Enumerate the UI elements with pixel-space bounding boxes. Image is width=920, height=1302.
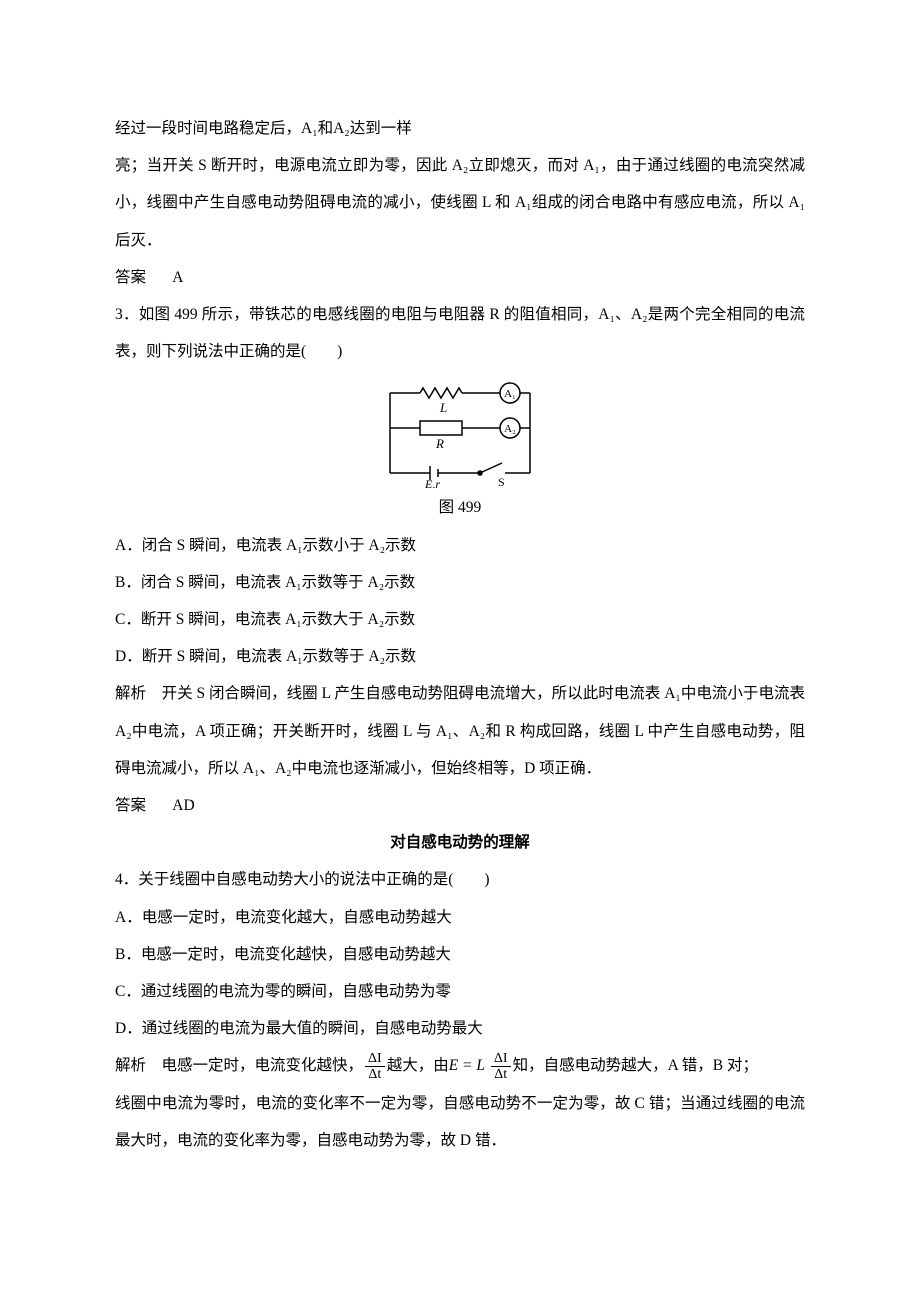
frac-num: ΔI	[491, 1051, 511, 1067]
q3-analysis: 解析 开关 S 闭合瞬间，线圈 L 产生自感电动势阻碍电流增大，所以此时电流表 …	[115, 675, 805, 787]
q4-option-C: C．通过线圈的电流为零的瞬间，自感电动势为零	[115, 973, 805, 1010]
q3-figure: L R A₁ A₂ E,r S 图 499	[115, 378, 805, 518]
answer-label: 答案	[115, 787, 169, 824]
frac-den: Δt	[491, 1067, 511, 1082]
circuit-label-L: L	[439, 400, 447, 415]
fraction-1: ΔIΔt	[365, 1051, 385, 1083]
intro-answer: 答案 A	[115, 259, 805, 296]
q4-option-D: D．通过线圈的电流为最大值的瞬间，自感电动势最大	[115, 1010, 805, 1047]
circuit-label-R: R	[435, 436, 444, 451]
intro-line2: 亮；当开关 S 断开时，电源电流立即为零，因此 A₂立即熄灭，而对 A₁，由于通…	[115, 147, 805, 259]
q3-answer: 答案 AD	[115, 787, 805, 824]
q4-eq: E = L	[449, 1057, 485, 1074]
q3-option-C: C．断开 S 瞬间，电流表 A₁示数大于 A₂示数	[115, 601, 805, 638]
q4-analysis-line2: 线圈中电流为零时，电流的变化率不一定为零，自感电动势不一定为零，故 C 错；当通…	[115, 1085, 805, 1159]
q4-stem: 4．关于线圈中自感电动势大小的说法中正确的是( )	[115, 861, 805, 898]
circuit-label-S: S	[498, 475, 505, 488]
circuit-label-A1: A₁	[504, 388, 516, 400]
fraction-2: ΔIΔt	[491, 1051, 511, 1083]
intro-line1: 经过一段时间电路稳定后，A₁和A₂达到一样	[115, 110, 805, 147]
q3-caption: 图 499	[115, 497, 805, 519]
q3-stem: 3．如图 499 所示，带铁芯的电感线圈的电阻与电阻器 R 的阻值相同，A₁、A…	[115, 296, 805, 370]
section-heading: 对自感电动势的理解	[115, 824, 805, 861]
answer-label: 答案	[115, 259, 169, 296]
circuit-label-Er: E,r	[424, 477, 440, 488]
q4-analysis-line1: 解析 电感一定时，电流变化越快，ΔIΔt越大，由E = L ΔIΔt知，自感电动…	[115, 1047, 805, 1084]
q3-option-B: B．闭合 S 瞬间，电流表 A₁示数等于 A₂示数	[115, 564, 805, 601]
q4-option-B: B．电感一定时，电流变化越快，自感电动势越大	[115, 936, 805, 973]
page: 经过一段时间电路稳定后，A₁和A₂达到一样 亮；当开关 S 断开时，电源电流立即…	[0, 0, 920, 1302]
answer-value: A	[172, 269, 183, 286]
answer-value: AD	[172, 797, 194, 814]
q3-option-D: D．断开 S 瞬间，电流表 A₁示数等于 A₂示数	[115, 638, 805, 675]
q4-option-A: A．电感一定时，电流变化越大，自感电动势越大	[115, 899, 805, 936]
circuit-diagram: L R A₁ A₂ E,r S	[370, 378, 550, 488]
q4-analysis-pre: 解析 电感一定时，电流变化越快，	[115, 1057, 363, 1074]
frac-num: ΔI	[365, 1051, 385, 1067]
frac-den: Δt	[365, 1067, 385, 1082]
circuit-label-A2: A₂	[504, 423, 516, 435]
q3-option-A: A．闭合 S 瞬间，电流表 A₁示数小于 A₂示数	[115, 527, 805, 564]
q4-analysis-mid2: 知，自感电动势越大，A 错，B 对；	[513, 1057, 758, 1074]
q4-analysis-mid1: 越大，由	[387, 1057, 449, 1074]
